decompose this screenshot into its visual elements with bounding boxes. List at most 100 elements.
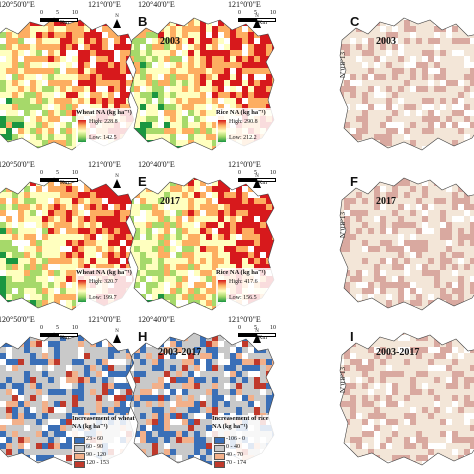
map-cell [66,104,72,110]
map-cell [368,62,374,68]
map-cell [356,353,362,359]
map-cell [194,258,200,264]
map-cell [248,44,254,50]
map-cell [344,198,350,204]
map-cell [374,270,380,276]
map-cell [410,50,416,56]
map-cell [434,449,440,455]
map-cell [368,282,374,288]
map-cell [78,62,84,68]
map-cell [230,180,236,186]
map-cell [392,443,398,449]
map-cell [386,300,392,306]
map-cell [410,198,416,204]
map-cell [0,347,6,353]
map-cell [188,186,194,192]
map-cell [458,288,464,294]
map-cell [464,401,470,407]
map-cell [24,110,30,116]
map-cell [108,383,114,389]
map-cell [440,140,446,146]
map-cell [24,192,30,198]
map-cell [78,68,84,74]
map-cell [410,92,416,98]
map-cell [96,407,102,413]
map-cell [200,401,206,407]
map-cell [344,98,350,104]
map-cell [206,204,212,210]
map-cell [230,38,236,44]
longitude-label-left: 120°40'0"E [138,0,175,9]
map-cell [188,180,194,186]
map-cell [176,395,182,401]
map-cell [266,74,272,80]
map-cell [386,395,392,401]
map-cell [428,56,434,62]
map-cell [54,50,60,56]
map-cell [0,146,6,150]
map-cell [386,92,392,98]
map-cell [260,44,266,50]
map-cell [434,264,440,270]
map-cell [42,437,48,443]
map-cell [126,264,132,270]
map-cell [242,252,248,258]
map-cell [96,178,102,180]
map-cell [158,383,164,389]
map-panel: 120°40'0"E 121°0'0"E H 2003-2017 0 5 10 Km N Incr… [128,315,278,473]
map-cell [158,44,164,50]
map-cell [164,228,170,234]
map-cell [242,359,248,365]
map-cell [84,216,90,222]
map-cell [108,240,114,246]
map-cell [416,258,422,264]
map-cell [350,122,356,128]
map-cell [224,228,230,234]
map-cell [266,252,272,258]
map-cell [254,210,260,216]
map-cell [158,359,164,365]
map-cell [458,252,464,258]
map-cell [30,26,36,32]
map-cell [440,425,446,431]
map-cell [96,365,102,371]
map-cell [66,98,72,104]
scale-tick-label: 10 [72,170,78,176]
map-cell [164,276,170,282]
map-cell [102,80,108,86]
map-cell [374,204,380,210]
map-cell [90,240,96,246]
map-cell [392,98,398,104]
scale-bar-line [40,18,78,22]
map-cell [452,18,458,20]
map-cell [188,228,194,234]
map-cell [146,98,152,104]
map-cell [374,18,380,20]
map-cell [84,44,90,50]
map-cell [102,240,108,246]
map-cell [102,50,108,56]
map-cell [440,234,446,240]
map-cell [18,38,24,44]
map-cell [362,389,368,395]
map-cell [188,383,194,389]
map-cell [66,92,72,98]
map-cell [170,383,176,389]
map-cell [344,192,350,198]
map-cell [60,50,66,56]
map-cell [428,98,434,104]
map-cell [194,425,200,431]
map-cell [230,228,236,234]
map-cell [368,122,374,128]
map-cell [380,347,386,353]
map-cell [458,359,464,365]
map-cell [410,276,416,282]
map-cell [18,377,24,383]
map-cell [182,276,188,282]
legend-swatch [74,437,85,444]
map-cell [386,222,392,228]
map-cell [344,240,350,246]
map-cell [170,56,176,62]
map-cell [236,222,242,228]
map-cell [470,288,474,294]
